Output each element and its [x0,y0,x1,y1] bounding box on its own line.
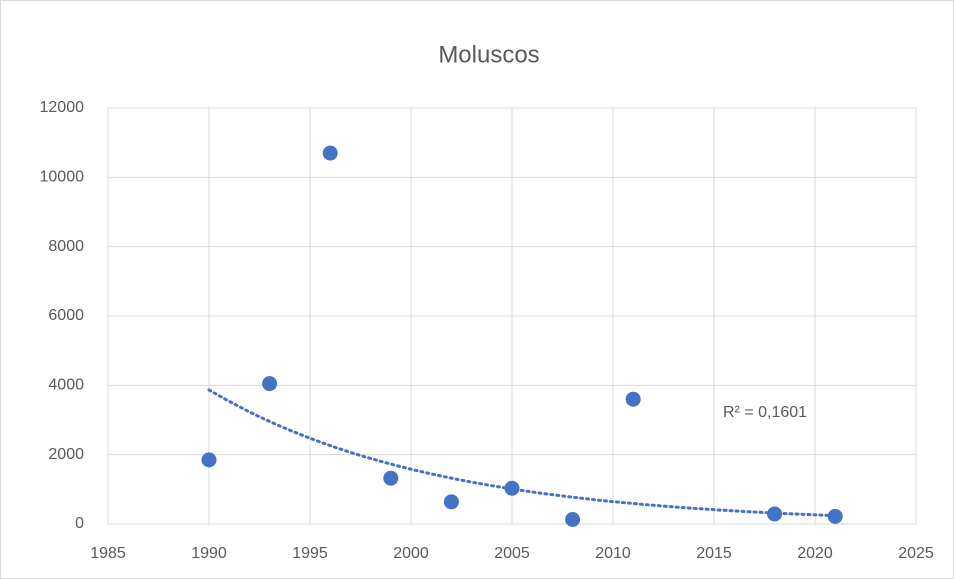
x-tick-label: 1990 [191,545,227,562]
x-tick-label: 2025 [898,545,934,562]
y-tick-label: 10000 [40,169,85,186]
y-tick-label: 6000 [48,307,84,324]
data-point [262,376,278,392]
data-point [201,452,217,468]
trendline [207,388,837,518]
x-tick-label: 2000 [393,545,429,562]
y-tick-label: 12000 [40,99,85,116]
x-tick-label: 2015 [696,545,732,562]
x-tick-label: 1985 [90,545,126,562]
x-tick-label: 2020 [797,545,833,562]
y-tick-label: 8000 [48,238,84,255]
data-point [443,494,459,510]
y-tick-label: 4000 [48,377,84,394]
x-tick-label: 2005 [494,545,530,562]
y-tick-label: 0 [75,515,84,532]
data-point [625,391,641,407]
trendline-label: R² = 0,1601 [723,404,807,421]
data-point [322,145,338,161]
data-point [565,511,581,527]
y-tick-label: 2000 [48,446,84,463]
data-point [383,470,399,486]
x-tick-label: 2010 [595,545,631,562]
chart-title: Moluscos [438,41,539,68]
x-tick-label: 1995 [292,545,328,562]
